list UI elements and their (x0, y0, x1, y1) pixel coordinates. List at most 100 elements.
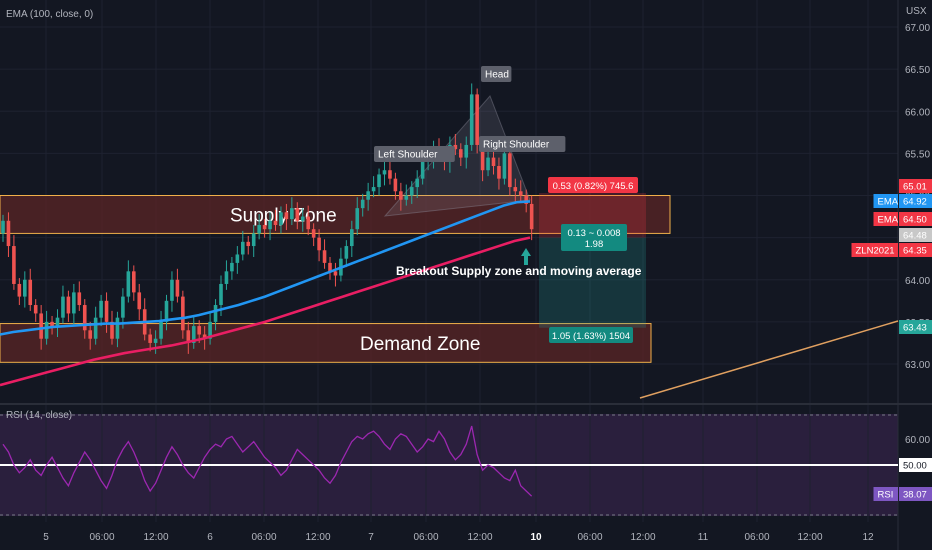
candle-body (88, 330, 92, 339)
candle-body (235, 254, 240, 263)
candle-body (23, 279, 27, 297)
candle-body (12, 246, 16, 284)
candle-body (399, 191, 403, 200)
rsi-tick-label: 60.00 (905, 435, 930, 446)
candle-body (469, 94, 474, 145)
time-tick-label: 12 (862, 532, 874, 543)
stop-zone (539, 237, 646, 328)
candle-body (524, 195, 528, 204)
time-tick-label: 06:00 (577, 532, 602, 543)
candle-body (191, 326, 196, 343)
candle-body (371, 187, 376, 192)
candle-body (290, 208, 294, 220)
candle-body (33, 305, 38, 314)
candle-body (311, 229, 316, 238)
left-shoulder-label: Left Shoulder (378, 150, 438, 161)
supply-zone (0, 195, 671, 234)
price-tick-label: 67.00 (905, 23, 930, 34)
candle-body (224, 271, 229, 284)
price-badge-value: 64.92 (903, 197, 927, 208)
candle-body (230, 262, 234, 272)
left-shoulder-label-bg (374, 146, 455, 162)
rsi-badge-name-bg (873, 487, 898, 501)
price-tick-label: 66.50 (905, 65, 930, 76)
candle-body (333, 271, 338, 276)
supply-zone-label: Supply Zone (230, 205, 337, 226)
time-tick-label: 12:00 (797, 532, 822, 543)
time-tick-label: 06:00 (413, 532, 438, 543)
candle-body (360, 199, 365, 209)
rsi-line (2, 425, 533, 497)
candle-body (197, 326, 201, 335)
ratio-value: 1.98 (585, 239, 604, 250)
candle-body (480, 144, 485, 171)
candle-body (409, 187, 414, 196)
head-label: Head (485, 70, 509, 81)
price-badge-value: 65.01 (903, 182, 927, 193)
price-badge-value: 64.50 (903, 215, 927, 226)
price-tick-label: 63.00 (905, 360, 930, 371)
candle-body (497, 166, 501, 179)
price-badge-bg (899, 179, 932, 193)
candle-body (213, 305, 218, 322)
candle-body (181, 296, 185, 331)
rsi-badge-value: 50.00 (903, 461, 927, 472)
target-label: 0.53 (0.82%) 745.6 (553, 181, 634, 192)
price-badge-value: 64.35 (903, 246, 927, 257)
time-tick-label: 06:00 (89, 532, 114, 543)
candle-body (453, 144, 458, 150)
candle-body (508, 153, 512, 188)
candle-body (518, 191, 523, 196)
rsi-badge-bg (899, 487, 932, 501)
candle-body (77, 292, 82, 306)
price-badge-bg (899, 228, 932, 242)
ema-indicator-label[interactable]: EMA (100, close, 0) (6, 9, 94, 20)
ratio-label: 0.13 ~ 0.008 (567, 228, 620, 239)
candle-body (175, 279, 180, 297)
candle-body (115, 317, 120, 339)
candle-body (110, 321, 114, 339)
candle-body (279, 212, 283, 225)
candle-body (393, 178, 398, 192)
price-badge-name: EMA (878, 215, 899, 226)
time-tick-label: 12:00 (305, 532, 330, 543)
candle-body (66, 296, 71, 314)
candle-body (61, 296, 65, 318)
target-label-bg (548, 177, 638, 193)
time-tick-label: 12:00 (143, 532, 168, 543)
candle-body (186, 330, 191, 343)
price-tick-label: 65.50 (905, 149, 930, 160)
price-tick-label: 66.00 (905, 107, 930, 118)
candle-body (121, 296, 125, 318)
price-badge-name: EMA (878, 197, 899, 208)
candle-body (284, 212, 289, 220)
ema-fast-line (0, 200, 531, 336)
time-tick-label: 5 (43, 532, 49, 543)
price-badge-name-bg (873, 194, 898, 208)
candle-body (132, 271, 136, 293)
candle-body (126, 271, 131, 297)
price-badge-bg (899, 212, 932, 226)
breakout-arrow-icon (521, 248, 531, 265)
price-badge-value: 63.43 (903, 323, 927, 334)
time-tick-label: 12:00 (630, 532, 655, 543)
candle-body (344, 246, 349, 259)
candle-body (72, 292, 76, 314)
stop-label-bg (549, 327, 633, 343)
head-label-bg (481, 66, 512, 82)
candle-body (82, 305, 87, 331)
candle-body (502, 153, 507, 179)
candle-body (159, 321, 163, 339)
ema-slow-line (0, 236, 531, 387)
candle-body (404, 195, 409, 200)
currency-label: USX (906, 6, 927, 17)
candle-body (39, 313, 43, 339)
candle-body (6, 220, 11, 247)
candle-body (491, 157, 496, 167)
candle-body (1, 220, 5, 234)
candle-body (246, 241, 251, 247)
candle-body (300, 216, 305, 221)
candle-body (55, 317, 60, 327)
rsi-indicator-label[interactable]: RSI (14, close) (6, 410, 73, 421)
